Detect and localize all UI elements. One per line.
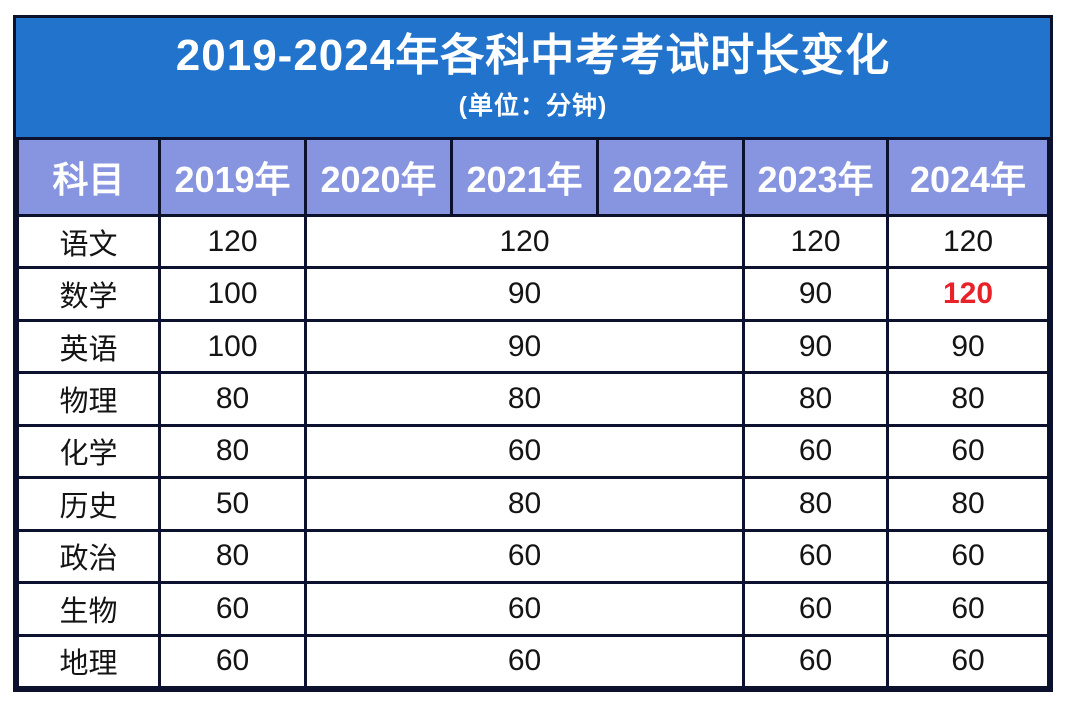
highlighted-value-cell-2024: 120 — [886, 266, 1050, 322]
exam-duration-table: 科目 2019年 2020年 2021年 2022年 2023年 2024年 语… — [16, 137, 1050, 689]
value-cell-2024: 120 — [886, 213, 1050, 270]
column-header-2020: 2020年 — [304, 137, 453, 217]
title-block: 2019-2024年各科中考考试时长变化 (单位：分钟) — [16, 18, 1050, 137]
value-cell-2019: 80 — [158, 371, 307, 427]
table-row: 英语 100 90 90 90 — [16, 318, 1050, 375]
value-cell-2024: 60 — [886, 581, 1050, 637]
value-cell-2019: 80 — [158, 528, 307, 585]
value-cell-2019: 120 — [158, 213, 307, 270]
poster-title: 2019-2024年各科中考考试时长变化 — [175, 30, 891, 80]
value-cell-2023: 80 — [742, 371, 889, 427]
value-cell-2020-2022: 120 — [304, 213, 745, 270]
value-cell-2019: 80 — [158, 423, 307, 480]
value-cell-2023: 60 — [742, 528, 889, 585]
table-row: 历史 50 80 80 80 — [16, 476, 1050, 532]
column-header-2021: 2021年 — [450, 137, 599, 217]
subject-cell: 化学 — [16, 423, 161, 480]
poster-subtitle: (单位：分钟) — [458, 92, 608, 121]
subject-cell: 数学 — [16, 266, 161, 322]
value-cell-2020-2022: 60 — [304, 423, 745, 480]
value-cell-2023: 80 — [742, 476, 889, 532]
table-row: 数学 100 90 90 120 — [16, 266, 1050, 322]
value-cell-2019: 60 — [158, 581, 307, 637]
value-cell-2024: 60 — [886, 528, 1050, 585]
value-cell-2020-2022: 60 — [304, 581, 745, 637]
value-cell-2020-2022: 60 — [304, 633, 745, 689]
value-cell-2023: 60 — [742, 633, 889, 689]
value-cell-2020-2022: 80 — [304, 476, 745, 532]
subject-cell: 英语 — [16, 318, 161, 375]
table-row: 地理 60 60 60 60 — [16, 633, 1050, 689]
value-cell-2020-2022: 80 — [304, 371, 745, 427]
value-cell-2024: 80 — [886, 371, 1050, 427]
table-row: 物理 80 80 80 80 — [16, 371, 1050, 427]
column-header-2023: 2023年 — [742, 137, 889, 217]
table-row: 政治 80 60 60 60 — [16, 528, 1050, 585]
value-cell-2019: 50 — [158, 476, 307, 532]
subject-cell: 历史 — [16, 476, 161, 532]
value-cell-2023: 60 — [742, 423, 889, 480]
value-cell-2019: 100 — [158, 318, 307, 375]
subject-cell: 政治 — [16, 528, 161, 585]
value-cell-2023: 120 — [742, 213, 889, 270]
subject-cell: 生物 — [16, 581, 161, 637]
value-cell-2023: 90 — [742, 266, 889, 322]
column-header-subject: 科目 — [16, 137, 161, 217]
subject-cell: 物理 — [16, 371, 161, 427]
value-cell-2024: 60 — [886, 423, 1050, 480]
value-cell-2023: 60 — [742, 581, 889, 637]
value-cell-2024: 60 — [886, 633, 1050, 689]
value-cell-2020-2022: 90 — [304, 318, 745, 375]
value-cell-2023: 90 — [742, 318, 889, 375]
table-row: 生物 60 60 60 60 — [16, 581, 1050, 637]
subject-cell: 地理 — [16, 633, 161, 689]
column-header-2024: 2024年 — [886, 137, 1050, 217]
value-cell-2024: 80 — [886, 476, 1050, 532]
value-cell-2024: 90 — [886, 318, 1050, 375]
column-header-2022: 2022年 — [596, 137, 745, 217]
value-cell-2019: 100 — [158, 266, 307, 322]
value-cell-2019: 60 — [158, 633, 307, 689]
column-header-2019: 2019年 — [158, 137, 307, 217]
subject-cell: 语文 — [16, 213, 161, 270]
header-row: 科目 2019年 2020年 2021年 2022年 2023年 2024年 — [16, 137, 1050, 217]
table-row: 化学 80 60 60 60 — [16, 423, 1050, 480]
value-cell-2020-2022: 90 — [304, 266, 745, 322]
table-frame: 2019-2024年各科中考考试时长变化 (单位：分钟) 科目 2019年 20… — [13, 15, 1053, 692]
value-cell-2020-2022: 60 — [304, 528, 745, 585]
table-row: 语文 120 120 120 120 — [16, 213, 1050, 270]
